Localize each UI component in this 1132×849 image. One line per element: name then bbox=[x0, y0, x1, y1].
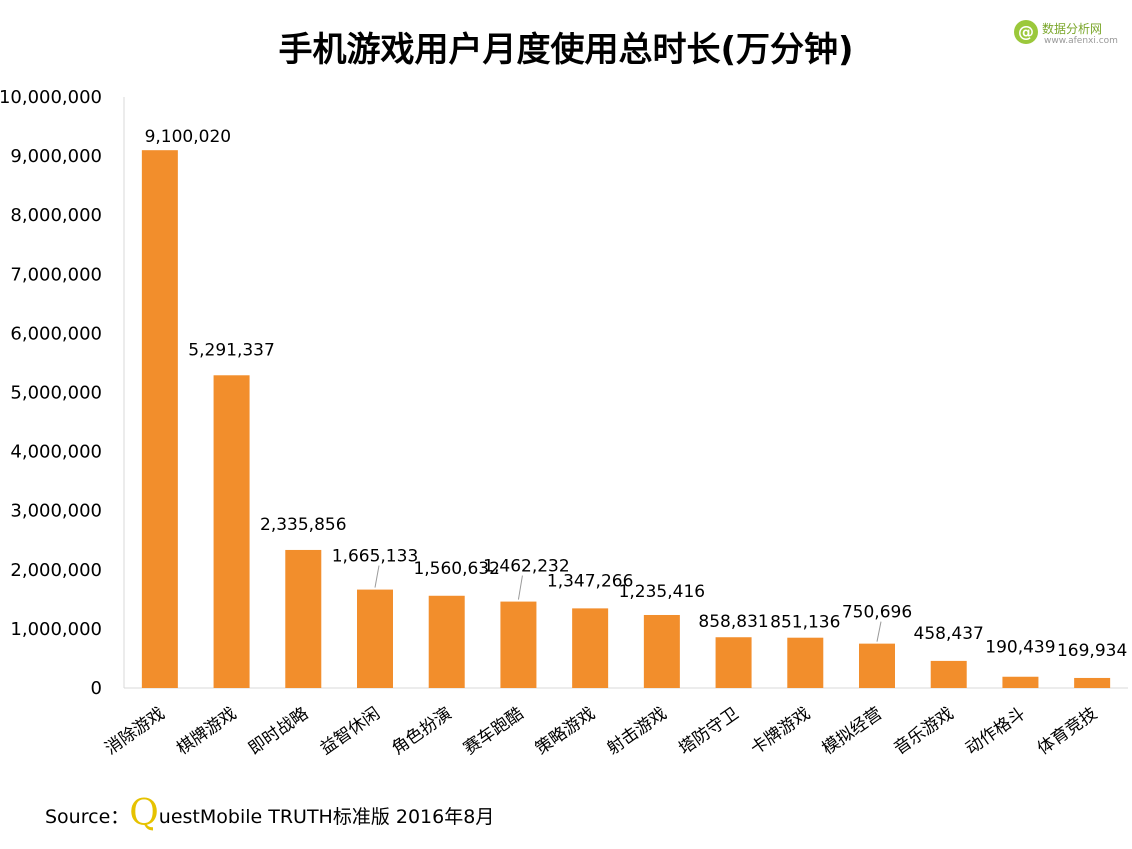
leader-line bbox=[374, 565, 380, 588]
data-label: 858,831 bbox=[698, 612, 768, 632]
bar bbox=[500, 601, 537, 688]
data-label: 5,291,337 bbox=[188, 340, 275, 360]
category-label: 益智休闲 bbox=[317, 704, 384, 759]
data-label: 1,462,232 bbox=[483, 557, 570, 577]
category-label: 棋牌游戏 bbox=[173, 704, 240, 759]
data-label: 750,696 bbox=[842, 603, 912, 623]
bar bbox=[213, 375, 250, 688]
category-label: 音乐游戏 bbox=[890, 704, 957, 759]
bar bbox=[141, 150, 178, 688]
logo-at-icon: @ bbox=[1014, 20, 1038, 44]
bar bbox=[787, 637, 824, 688]
data-label: 169,934 bbox=[1057, 641, 1127, 661]
bar bbox=[930, 660, 967, 688]
category-label: 消除游戏 bbox=[102, 704, 169, 759]
bar bbox=[643, 614, 680, 688]
data-label: 1,347,266 bbox=[547, 571, 634, 591]
source-prefix: Source： bbox=[45, 806, 130, 828]
category-label: 塔防守卫 bbox=[675, 704, 742, 759]
data-label: 1,560,632 bbox=[413, 559, 500, 579]
category-label: 策略游戏 bbox=[532, 704, 599, 759]
y-tick-label: 4,000,000 bbox=[10, 442, 102, 463]
afenxi-logo: @ 数据分析网 www.afenxi.com bbox=[1014, 20, 1124, 48]
y-tick-label: 6,000,000 bbox=[10, 323, 102, 344]
leader-line bbox=[517, 575, 523, 600]
data-label: 851,136 bbox=[770, 613, 840, 633]
y-tick-label: 8,000,000 bbox=[10, 205, 102, 226]
logo-name: 数据分析网 bbox=[1042, 22, 1103, 36]
data-label: 2,335,856 bbox=[260, 515, 347, 535]
category-label: 射击游戏 bbox=[604, 704, 671, 759]
data-label: 9,100,020 bbox=[145, 127, 232, 147]
category-label: 赛车跑酷 bbox=[460, 703, 528, 759]
category-label: 角色扮演 bbox=[388, 704, 455, 759]
y-tick-label: 1,000,000 bbox=[10, 619, 102, 640]
source-brand: uestMobile bbox=[158, 806, 263, 828]
bar bbox=[1074, 677, 1111, 688]
data-label: 1,235,416 bbox=[619, 582, 706, 602]
y-tick-label: 10,000,000 bbox=[0, 87, 102, 108]
bar bbox=[1002, 676, 1039, 688]
source-text: TRUTH标准版 2016年8月 bbox=[262, 806, 495, 828]
bar bbox=[428, 595, 465, 688]
questmobile-q-logo: Q bbox=[129, 793, 159, 834]
category-label: 卡牌游戏 bbox=[747, 704, 814, 759]
y-tick-label: 2,000,000 bbox=[10, 560, 102, 581]
data-label: 1,665,133 bbox=[332, 547, 419, 567]
category-label: 模拟经营 bbox=[819, 704, 886, 759]
logo-url: www.afenxi.com bbox=[1044, 36, 1118, 46]
category-label: 体育竞技 bbox=[1034, 704, 1101, 759]
y-tick-label: 0 bbox=[91, 678, 102, 699]
y-tick-label: 3,000,000 bbox=[10, 501, 102, 522]
data-label: 190,439 bbox=[985, 638, 1055, 658]
y-tick-label: 7,000,000 bbox=[10, 264, 102, 285]
y-tick-label: 5,000,000 bbox=[10, 383, 102, 404]
category-label: 即时战略 bbox=[245, 704, 312, 759]
bar bbox=[715, 637, 752, 688]
data-label: 458,437 bbox=[914, 624, 984, 644]
bar bbox=[859, 643, 895, 688]
source-note: Source：QuestMobile TRUTH标准版 2016年8月 bbox=[45, 796, 495, 832]
bar bbox=[572, 608, 609, 688]
leader-line bbox=[876, 621, 882, 642]
y-tick-label: 9,000,000 bbox=[10, 146, 102, 167]
bar bbox=[285, 549, 322, 688]
chart-title: 手机游戏用户月度使用总时长(万分钟) bbox=[278, 30, 854, 70]
category-label: 动作格斗 bbox=[962, 704, 1029, 759]
bar bbox=[357, 589, 393, 688]
